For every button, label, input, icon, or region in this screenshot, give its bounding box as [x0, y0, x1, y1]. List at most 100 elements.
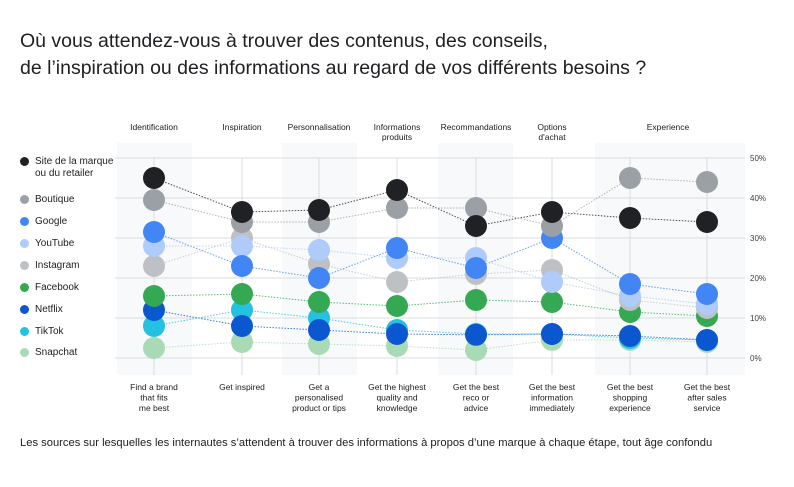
y-tick-label: 30% — [750, 234, 766, 243]
legend-item: Instagram — [20, 260, 79, 272]
legend-swatch-icon — [20, 348, 29, 357]
x-category-label-line: Get the best — [607, 382, 654, 392]
x-category-label-line: quality and — [376, 393, 417, 403]
legend-label: Netflix — [35, 304, 63, 315]
chart-caption: Les sources sur lesquelles les internaut… — [20, 437, 713, 449]
legend-swatch-icon — [20, 283, 29, 292]
stage-header-line: Personnalisation — [288, 122, 351, 132]
data-point-tiktok — [143, 315, 165, 337]
data-point-google — [465, 257, 487, 279]
legend-swatch-icon — [20, 305, 29, 314]
legend-swatch-icon — [20, 261, 29, 270]
series-line-facebook — [153, 293, 708, 317]
data-point-google — [619, 273, 641, 295]
x-category-label: Get the highest quality and knowledge — [368, 382, 426, 413]
x-category-label: Find a brand that fits me best — [130, 382, 178, 413]
data-point-youtube — [231, 235, 253, 257]
x-category-label-line: that fits — [140, 393, 167, 403]
x-category-label: Get a personalised product or tips — [292, 382, 346, 413]
data-point-google — [143, 221, 165, 243]
x-category-label-line: Get the best — [453, 382, 500, 392]
data-point-site — [619, 207, 641, 229]
data-point-facebook — [143, 285, 165, 307]
x-category-label-line: Get the highest — [368, 382, 426, 392]
legend-item: Boutique — [20, 194, 74, 206]
stage-header-line: Identification — [130, 122, 178, 132]
data-point-google — [231, 255, 253, 277]
series-line-snapchat — [153, 339, 708, 351]
data-point-snapchat — [231, 331, 253, 353]
data-point-facebook — [231, 283, 253, 305]
x-category-label-line: information — [531, 393, 573, 403]
stage-header: Identification — [130, 122, 178, 132]
x-category-label-line: shopping — [613, 393, 648, 403]
legend-swatch-icon — [20, 327, 29, 336]
stage-header-line: Recommandations — [441, 122, 512, 132]
x-category-label-line: Get a — [309, 382, 330, 392]
data-point-google — [696, 283, 718, 305]
data-point-boutique — [386, 197, 408, 219]
legend-label: Instagram — [35, 260, 80, 271]
legend-swatch-icon — [20, 157, 29, 166]
data-point-boutique — [696, 171, 718, 193]
data-point-tiktok — [231, 299, 253, 321]
data-point-snapchat — [465, 339, 487, 361]
data-point-netflix — [308, 319, 330, 341]
y-tick-label: 20% — [750, 274, 766, 283]
legend-item: YouTube — [20, 238, 74, 250]
data-point-google — [308, 267, 330, 289]
stage-header-line: Options — [537, 122, 566, 132]
series-line-youtube — [154, 245, 708, 305]
y-tick-label: 40% — [750, 194, 766, 203]
legend-item: TikTok — [20, 326, 64, 338]
data-point-google — [386, 237, 408, 259]
x-category-label-line: reco or — [463, 393, 490, 403]
legend-item: Facebook — [20, 282, 79, 294]
data-point-site — [696, 211, 718, 233]
data-point-netflix — [696, 329, 718, 351]
data-point-site — [231, 201, 253, 223]
legend-label: Facebook — [35, 282, 79, 293]
legend-label: TikTok — [35, 326, 64, 337]
legend-label: Google — [35, 216, 68, 227]
x-category-label-line: experience — [609, 403, 651, 413]
data-point-netflix — [541, 323, 563, 345]
x-category-label-line: product or tips — [292, 403, 346, 413]
data-point-youtube — [541, 271, 563, 293]
data-point-facebook — [541, 291, 563, 313]
x-category-label: Get the best after sales service — [684, 382, 731, 413]
data-point-netflix — [231, 315, 253, 337]
data-point-boutique — [465, 197, 487, 219]
data-point-netflix — [619, 325, 641, 347]
data-point-facebook — [465, 289, 487, 311]
stage-band — [595, 143, 745, 375]
x-category-label-line: me best — [139, 403, 170, 413]
stage-header: Inspiration — [222, 122, 261, 132]
data-point-youtube — [308, 239, 330, 261]
chart-title: Où vous attendez-vous à trouver des cont… — [20, 28, 646, 82]
series-line-tiktok — [153, 309, 708, 341]
y-tick-label: 0% — [750, 354, 762, 363]
data-point-site — [465, 215, 487, 237]
x-category-label: Get the best reco or advice — [453, 382, 500, 413]
stage-header-line: Informations — [374, 122, 421, 132]
stage-header: Personnalisation — [288, 122, 351, 132]
legend-item: Google — [20, 216, 67, 228]
y-tick-label: 50% — [750, 154, 766, 163]
title-line-2: de l’inspiration ou des informations au … — [20, 57, 647, 79]
data-point-facebook — [308, 291, 330, 313]
x-category-label-line: Find a brand — [130, 382, 178, 392]
series-line-instagram — [153, 237, 708, 309]
legend-swatch-icon — [20, 195, 29, 204]
data-point-facebook — [386, 295, 408, 317]
legend-label: Snapchat — [35, 347, 78, 358]
x-category-label-line: Get inspired — [219, 382, 265, 392]
legend-swatch-icon — [20, 217, 29, 226]
data-point-site — [386, 179, 408, 201]
x-category-label-line: service — [694, 403, 721, 413]
legend-label: Boutique — [35, 194, 75, 205]
x-category-label-line: immediately — [529, 403, 575, 413]
x-category-label-line: Get the best — [684, 382, 731, 392]
data-point-netflix — [465, 323, 487, 346]
